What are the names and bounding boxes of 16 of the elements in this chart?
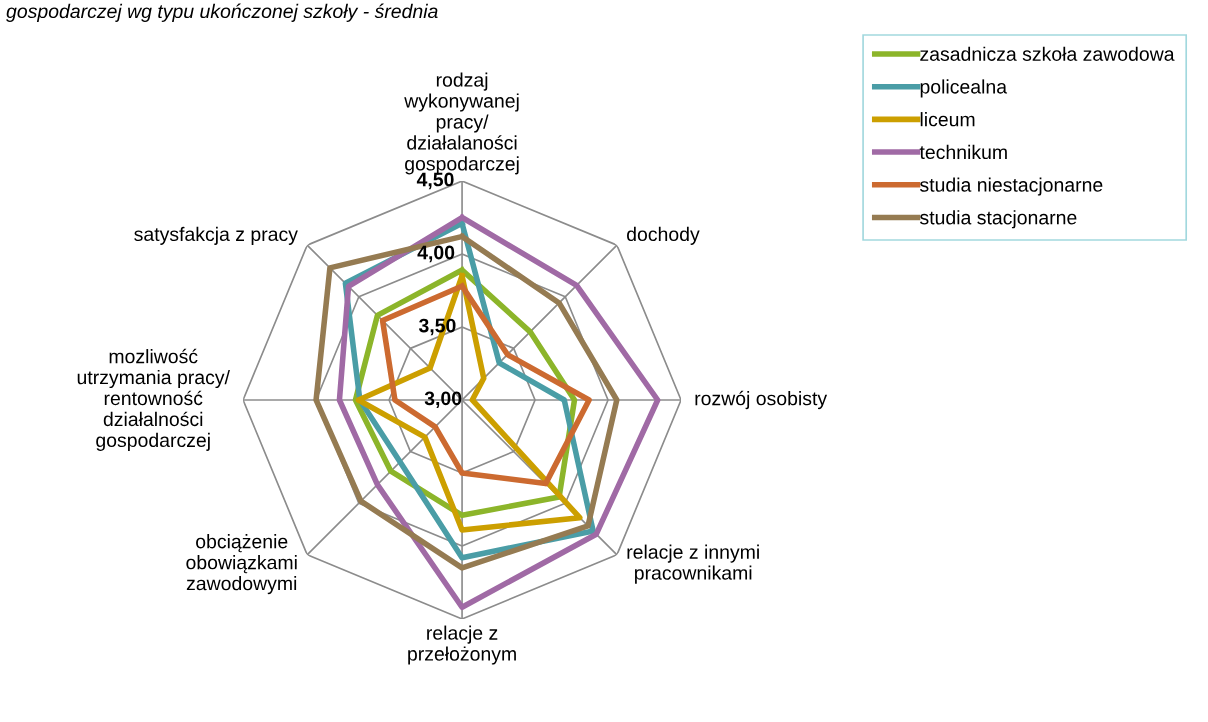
legend-label: studia stacjonarne <box>920 210 1077 229</box>
spoke-label: obciążenie obowiązkami zawodowymi <box>186 534 297 595</box>
legend-label: studia niestacjonarne <box>920 177 1103 196</box>
legend-label: liceum <box>920 112 975 127</box>
spoke-label: mozliwość utrzymania pracy/ rentowność działalności gospodarczej <box>77 348 230 451</box>
legend-label: zasadnicza szkoła zawodowa <box>920 46 1175 61</box>
legend-label: technikum <box>919 144 1007 160</box>
spoke-label: rozwój osobisty <box>695 390 828 410</box>
spoke-label: relacje z przełożonym <box>408 625 516 665</box>
legend-label: policealna <box>920 79 1008 98</box>
spoke-label: dochody <box>627 226 700 245</box>
chart-title: gospodarczej wg typu ukończonej szkoły - średnia <box>6 3 438 22</box>
spoke-label: satysfakcja z pracy <box>134 226 298 245</box>
spoke-label: relacje z innymi pracownikami <box>627 544 759 584</box>
y-tick-label: 4,00 <box>417 245 455 263</box>
y-tick-label: 3,00 <box>424 391 462 409</box>
